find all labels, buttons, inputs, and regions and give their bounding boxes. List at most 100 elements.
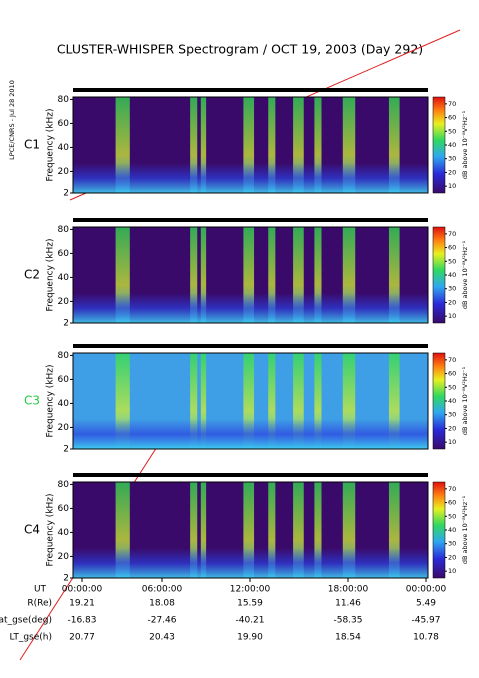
colorbar-tick-label: 60	[448, 499, 456, 507]
spectrogram-streak	[388, 97, 400, 193]
spectrogram-streak	[268, 97, 276, 193]
colorbar-tick-label: 30	[448, 285, 456, 293]
y-tick-label: 2	[63, 445, 69, 455]
spectrogram-streak	[268, 482, 276, 578]
top-bar	[73, 344, 428, 348]
frame	[72, 96, 429, 194]
colorbar-tick-label: 50	[448, 512, 456, 520]
spectrogram-streak	[243, 482, 255, 578]
colorbar-tick-label: 20	[448, 553, 456, 561]
ephemeris-name: LT_gse(h)	[10, 633, 52, 643]
colorbar-tick-label: 40	[448, 271, 456, 279]
spectrogram-streak	[268, 227, 276, 323]
spectrogram-streak	[200, 97, 207, 193]
ephemeris-value: -58.35	[333, 616, 362, 626]
x-tick-label: 12:00:00	[230, 585, 271, 595]
y-tick-label: 60	[58, 504, 70, 514]
y-axis-label: Frequency (kHz)	[46, 364, 56, 437]
spectrogram-streak	[314, 482, 322, 578]
spectrogram-streak	[314, 97, 322, 193]
top-bar	[73, 473, 428, 477]
colorbar-tick-label: 50	[448, 127, 456, 135]
spectrogram-floor	[73, 293, 428, 323]
colorbar-tick-label: 50	[448, 383, 456, 391]
colorbar-label: dB above 10⁻⁸V²Hz⁻¹	[461, 366, 469, 435]
y-tick-label: 80	[58, 480, 70, 490]
colorbar	[432, 481, 446, 579]
spectrogram-streak	[314, 353, 322, 449]
colorbar-tick-label: 10	[448, 438, 456, 446]
colorbar	[432, 226, 446, 324]
colorbar-tick-label: 40	[448, 526, 456, 534]
spectrogram-streak	[243, 353, 255, 449]
y-tick-label: 40	[58, 273, 70, 283]
y-tick-label: 80	[58, 225, 70, 235]
y-tick-label: 80	[58, 95, 70, 105]
panel-label: C4	[24, 523, 40, 537]
x-tick-label: 06:00:00	[142, 585, 183, 595]
ephemeris-name: Lat_gse(deg)	[0, 616, 52, 626]
colorbar-tick-label: 20	[448, 424, 456, 432]
ephemeris-value: 20.77	[69, 633, 95, 643]
ephemeris-value: -27.46	[147, 616, 176, 626]
spectrogram-streak	[243, 227, 255, 323]
y-tick-label: 20	[58, 167, 70, 177]
ephemeris-value: 11.46	[335, 599, 361, 609]
side-label: LPCE/CNRS - Jul 28 2010	[8, 80, 16, 160]
colorbar-tick-label: 70	[448, 356, 456, 364]
spectrogram-streak	[190, 97, 198, 193]
colorbar	[432, 352, 446, 450]
y-tick-label: 40	[58, 143, 70, 153]
panel-label: C2	[24, 268, 40, 282]
x-tick-label: 00:00:00	[406, 585, 447, 595]
top-bar	[73, 88, 428, 92]
spectrogram-streak	[200, 227, 207, 323]
colorbar-tick-label: 40	[448, 141, 456, 149]
ephemeris-value: -40.21	[235, 616, 264, 626]
spectrogram-streak	[243, 97, 255, 193]
spectrogram-streak	[190, 353, 198, 449]
y-tick-label: 2	[63, 189, 69, 199]
ephemeris-value: 18.54	[335, 633, 361, 643]
colorbar-label: dB above 10⁻⁸V²Hz⁻¹	[461, 495, 469, 564]
colorbar-tick-label: 30	[448, 411, 456, 419]
colorbar-tick-label: 10	[448, 182, 456, 190]
spectrogram-streak	[293, 97, 304, 193]
frame	[72, 352, 429, 450]
ephemeris-value: -16.83	[67, 616, 96, 626]
spectrogram-streak	[268, 353, 276, 449]
spectrogram-streak	[293, 482, 304, 578]
frame	[72, 226, 429, 324]
y-tick-label: 20	[58, 297, 70, 307]
ephemeris-value: 19.90	[237, 633, 263, 643]
colorbar-tick-label: 60	[448, 244, 456, 252]
y-tick-label: 60	[58, 375, 70, 385]
x-tick-label: 00:00:00	[62, 585, 103, 595]
colorbar-tick-label: 70	[448, 485, 456, 493]
colorbar-tick-label: 10	[448, 312, 456, 320]
spectrogram-streak	[314, 227, 322, 323]
spectrogram-floor	[73, 419, 428, 449]
spectrogram-streak	[293, 227, 304, 323]
spectrogram-floor	[73, 163, 428, 193]
title: CLUSTER-WHISPER Spectrogram / OCT 19, 20…	[57, 42, 423, 57]
colorbar-tick-label: 50	[448, 257, 456, 265]
colorbar-tick-label: 20	[448, 168, 456, 176]
y-tick-label: 60	[58, 119, 70, 129]
colorbar-tick-label: 20	[448, 298, 456, 306]
spectrogram-streak	[388, 227, 400, 323]
y-tick-label: 40	[58, 528, 70, 538]
ephemeris-value: 18.08	[149, 599, 175, 609]
x-tick-label: 18:00:00	[328, 585, 369, 595]
spectrogram-floor	[73, 548, 428, 578]
y-tick-label: 80	[58, 351, 70, 361]
colorbar-tick-label: 40	[448, 397, 456, 405]
ephemeris-value: 10.78	[413, 633, 439, 643]
ephemeris-value: 20.43	[149, 633, 175, 643]
y-tick-label: 40	[58, 399, 70, 409]
y-tick-label: 60	[58, 249, 70, 259]
colorbar-tick-label: 60	[448, 370, 456, 378]
y-axis-label: Frequency (kHz)	[46, 238, 56, 311]
y-axis-label: Frequency (kHz)	[46, 108, 56, 181]
ephemeris-value: 19.21	[69, 599, 95, 609]
